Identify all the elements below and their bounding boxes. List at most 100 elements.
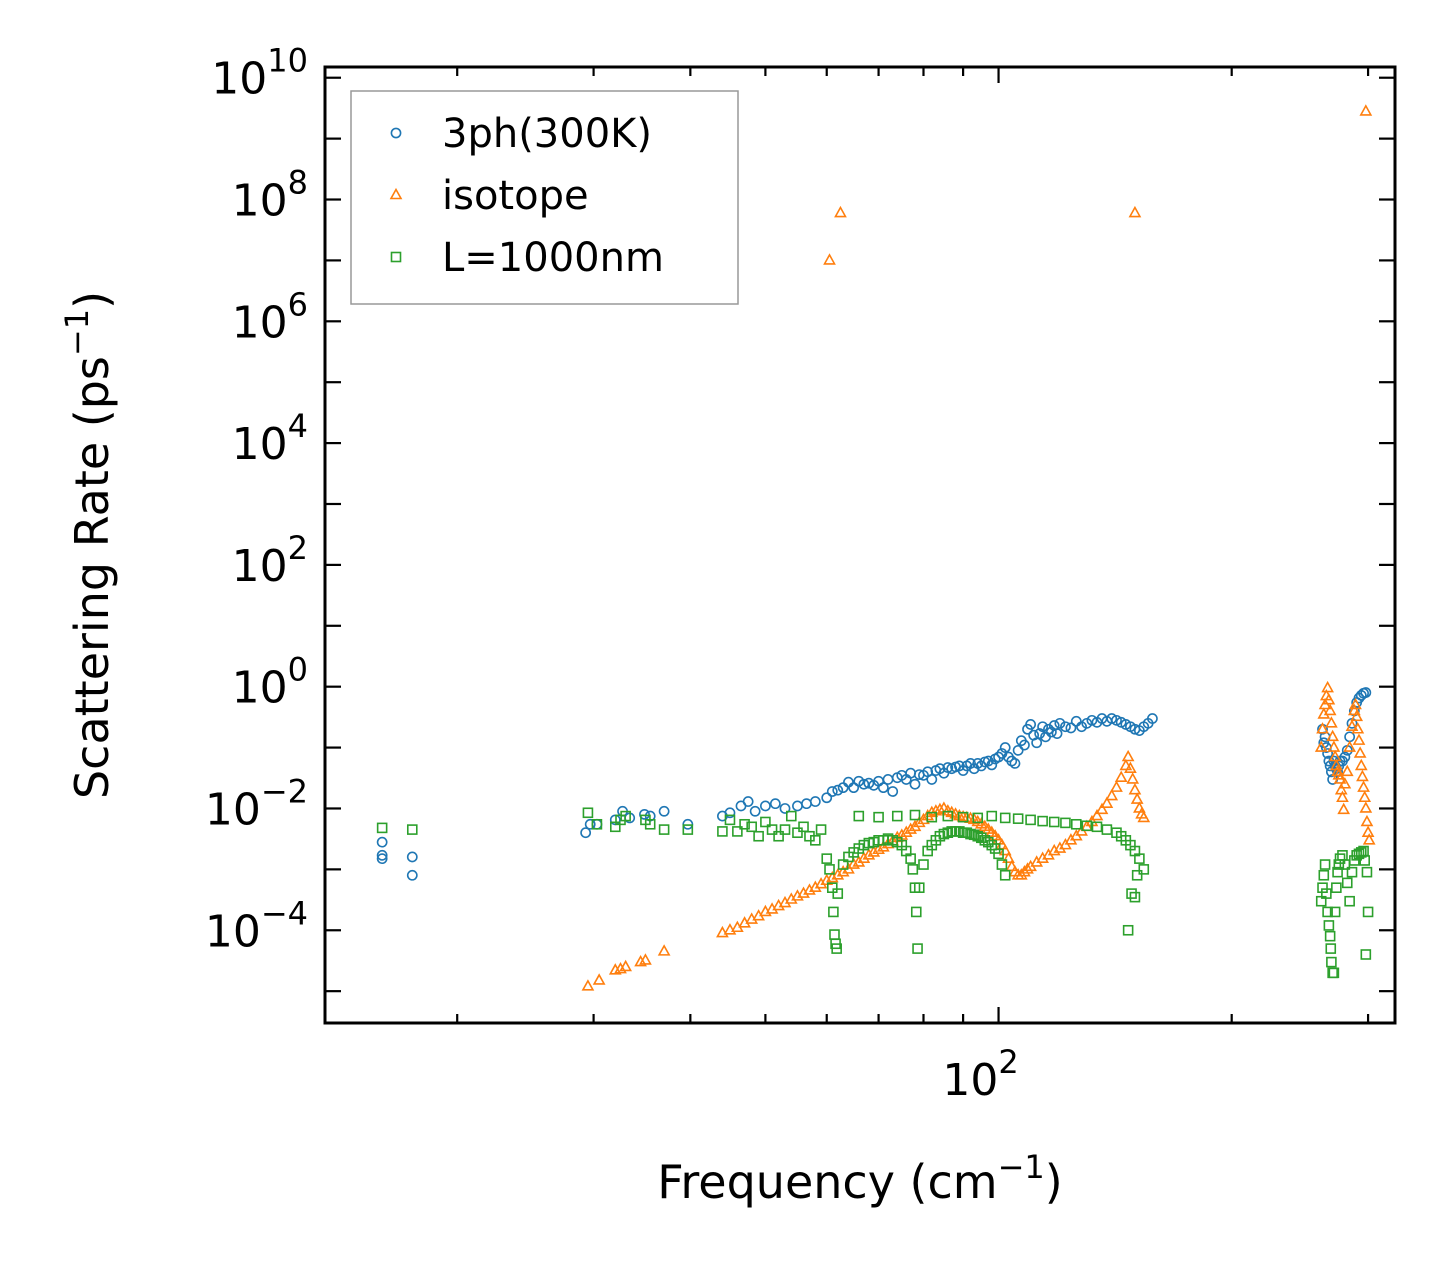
data-point [826,882,838,893]
data-point [1002,851,1015,863]
data-point [825,870,839,883]
data-point [891,810,903,822]
data-point [1314,740,1328,752]
data-point [904,822,917,834]
y-tick-label: 100 [232,651,308,714]
data-point [1019,739,1030,751]
data-point [773,830,784,842]
data-point [926,811,938,823]
data-point [717,826,728,837]
data-point [792,800,803,812]
data-point [1131,869,1143,881]
data-point [658,824,670,835]
data-point [1048,816,1060,828]
data-point [376,853,388,865]
data-point [989,843,1001,854]
data-point [584,818,596,830]
series-square [376,807,1374,979]
legend: 3ph(300K) isotope L=1000nm [350,90,739,305]
y-tick-label: 10−2 [205,772,308,835]
data-point [582,807,594,819]
data-point [732,826,743,837]
data-point [682,824,694,835]
data-point [1361,825,1375,838]
data-point [1037,721,1049,733]
data-point [1126,888,1137,899]
data-point [1346,866,1358,878]
data-point [1355,847,1367,858]
data-point [742,796,754,807]
data-point [858,778,870,790]
data-point [821,853,833,864]
data-point [1005,859,1019,872]
data-point [972,812,984,824]
data-point [1339,751,1351,763]
data-point [792,827,803,839]
data-point [591,818,603,830]
data-point [1106,713,1118,724]
data-point [999,742,1011,753]
data-point [406,869,418,881]
data-point [1345,719,1359,732]
data-point [957,811,969,823]
data-point [831,943,842,954]
data-point [1323,920,1335,931]
data-point [1361,866,1373,878]
data-point [634,954,647,967]
data-point [824,864,835,875]
data-point [1014,868,1028,880]
data-point [1147,713,1158,724]
y-tick-label: 10−4 [205,894,308,957]
data-point [746,821,757,833]
data-point [1012,813,1024,824]
data-point [1090,808,1104,821]
data-point [1322,693,1336,705]
data-point [905,853,916,864]
data-point [968,763,980,775]
data-point [820,873,834,886]
data-point [986,839,998,851]
data-point [1336,790,1349,803]
data-point [828,906,839,918]
legend-label: 3ph(300K) [442,111,652,157]
data-point [857,851,871,863]
series-circle [376,687,1372,881]
data-point [1095,802,1109,815]
data-point [1351,722,1365,734]
data-point [1321,888,1332,899]
axes-frame [323,65,1397,1025]
data-point [1325,716,1338,728]
data-point [1053,841,1067,853]
data-point [821,792,833,804]
data-point [1360,687,1372,698]
data-point [1110,780,1123,792]
data-point [1337,850,1348,861]
data-point [809,796,821,807]
data-point [942,810,954,822]
data-point [739,818,750,830]
y-tick-label: 1010 [211,42,308,105]
data-point [814,877,828,889]
data-point [1091,821,1103,833]
data-point [1329,906,1341,918]
data-point [1325,943,1337,954]
data-point [1362,833,1376,845]
plot-frame [323,65,1397,1025]
data-point [1332,866,1343,878]
y-axis-label: Scattering Rate (ps−1) [58,291,119,799]
data-point [1319,859,1331,870]
data-point [1324,930,1336,942]
data-point [823,253,836,265]
data-point [1100,796,1114,808]
data-point [926,774,938,785]
data-point [1337,802,1351,815]
data-point [1333,772,1347,784]
data-point [1124,761,1137,773]
data-point [862,848,876,860]
data-point [614,961,627,974]
data-point [1360,949,1372,960]
data-point [1070,715,1082,727]
data-point [682,818,694,830]
data-point [836,865,850,877]
data-point [1018,865,1031,877]
